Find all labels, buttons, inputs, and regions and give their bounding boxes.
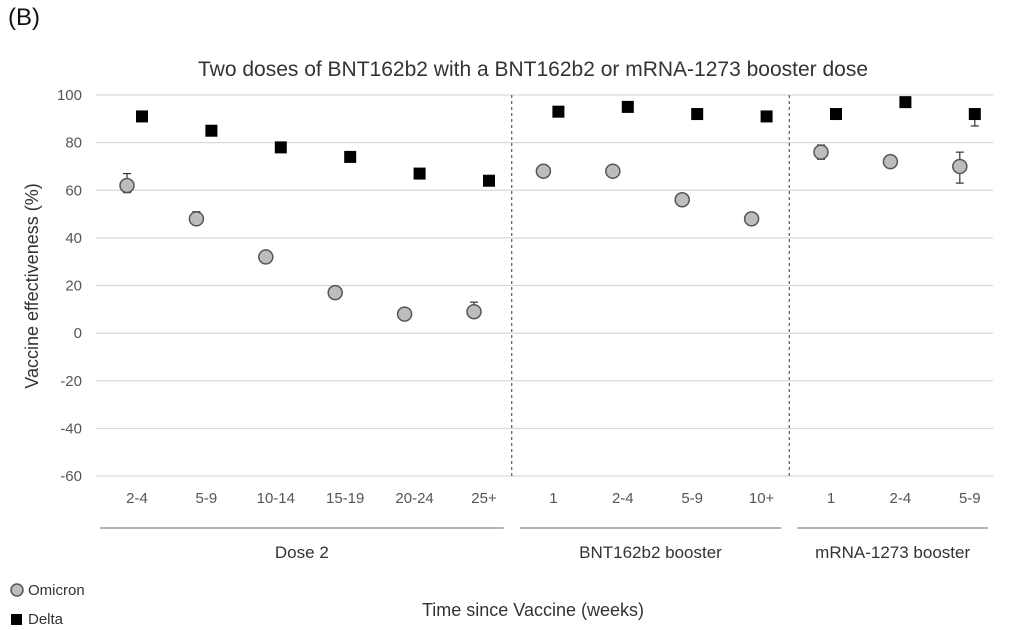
y-tick-label: -40 — [60, 420, 82, 437]
delta-point — [136, 110, 148, 123]
delta-point — [899, 96, 912, 109]
delta-point — [691, 108, 704, 121]
y-tick-labels: -60 -40 -20 0 20 40 60 80 100 — [57, 87, 82, 485]
legend-omicron-label: Omicron — [28, 582, 85, 599]
y-tick-label: 40 — [65, 230, 82, 247]
x-tick-labels: 2-4 5-9 10-14 15-19 20-24 25+ 1 2-4 5-9 10+ 1 2-4 5-… — [126, 490, 980, 507]
omicron-point — [743, 211, 760, 227]
omicron-point — [882, 153, 899, 170]
x-tick-label: 2-4 — [612, 490, 634, 507]
omicron-point — [396, 306, 413, 322]
delta-point — [552, 105, 565, 118]
omicron-point — [605, 163, 621, 179]
group-label: BNT162b2 booster — [579, 543, 722, 562]
chart-title: Two doses of BNT162b2 with a BNT162b2 or… — [198, 58, 868, 81]
x-tick-label: 5-9 — [681, 490, 703, 507]
y-tick-label: 20 — [65, 278, 82, 295]
group-labels: Dose 2 BNT162b2 booster mRNA-1273 booster — [100, 527, 988, 562]
y-tick-label: 80 — [65, 135, 82, 152]
group-label: Dose 2 — [275, 543, 329, 562]
legend-delta-marker — [11, 614, 22, 625]
delta-point — [205, 124, 218, 137]
y-tick-label: 100 — [57, 87, 82, 104]
x-tick-label: 5-9 — [959, 490, 981, 507]
delta-point — [621, 100, 634, 113]
legend-omicron-marker — [10, 583, 24, 597]
x-tick-label: 2-4 — [890, 490, 912, 507]
omicron-point — [327, 284, 343, 301]
panel-label: (B) — [8, 4, 40, 31]
delta-point — [413, 167, 426, 180]
y-tick-label: 0 — [74, 325, 82, 342]
delta-point — [344, 150, 357, 163]
delta-point — [274, 141, 287, 154]
legend-delta-label: Delta — [28, 611, 64, 628]
gridlines — [96, 94, 993, 477]
x-tick-label: 20-24 — [395, 490, 433, 507]
y-axis-label: Vaccine effectiveness (%) — [22, 183, 42, 388]
group-label: mRNA-1273 booster — [815, 543, 970, 562]
omicron-point — [466, 303, 482, 320]
omicron-point — [188, 211, 205, 227]
delta-point — [830, 108, 842, 121]
x-tick-label: 1 — [827, 490, 835, 507]
delta-point — [483, 174, 495, 187]
y-tick-label: -20 — [60, 373, 82, 390]
x-tick-label: 10+ — [749, 490, 775, 507]
omicron-point — [119, 177, 135, 194]
y-tick-label: 60 — [65, 182, 82, 199]
omicron-point — [952, 158, 968, 175]
omicron-point — [535, 163, 552, 179]
delta-point — [760, 110, 773, 123]
x-tick-label: 15-19 — [326, 490, 364, 507]
omicron-point — [258, 249, 274, 265]
x-axis-label: Time since Vaccine (weeks) — [422, 600, 644, 620]
x-tick-label: 1 — [549, 490, 557, 507]
legend: Omicron Delta — [10, 582, 85, 628]
data-marks — [119, 96, 981, 322]
omicron-point — [813, 144, 829, 160]
x-tick-label: 5-9 — [196, 490, 218, 507]
x-tick-label: 2-4 — [126, 490, 148, 507]
y-tick-label: -60 — [60, 468, 82, 485]
x-tick-label: 25+ — [471, 490, 497, 507]
x-tick-label: 10-14 — [257, 490, 295, 507]
delta-point — [968, 108, 981, 121]
omicron-point — [674, 192, 690, 208]
